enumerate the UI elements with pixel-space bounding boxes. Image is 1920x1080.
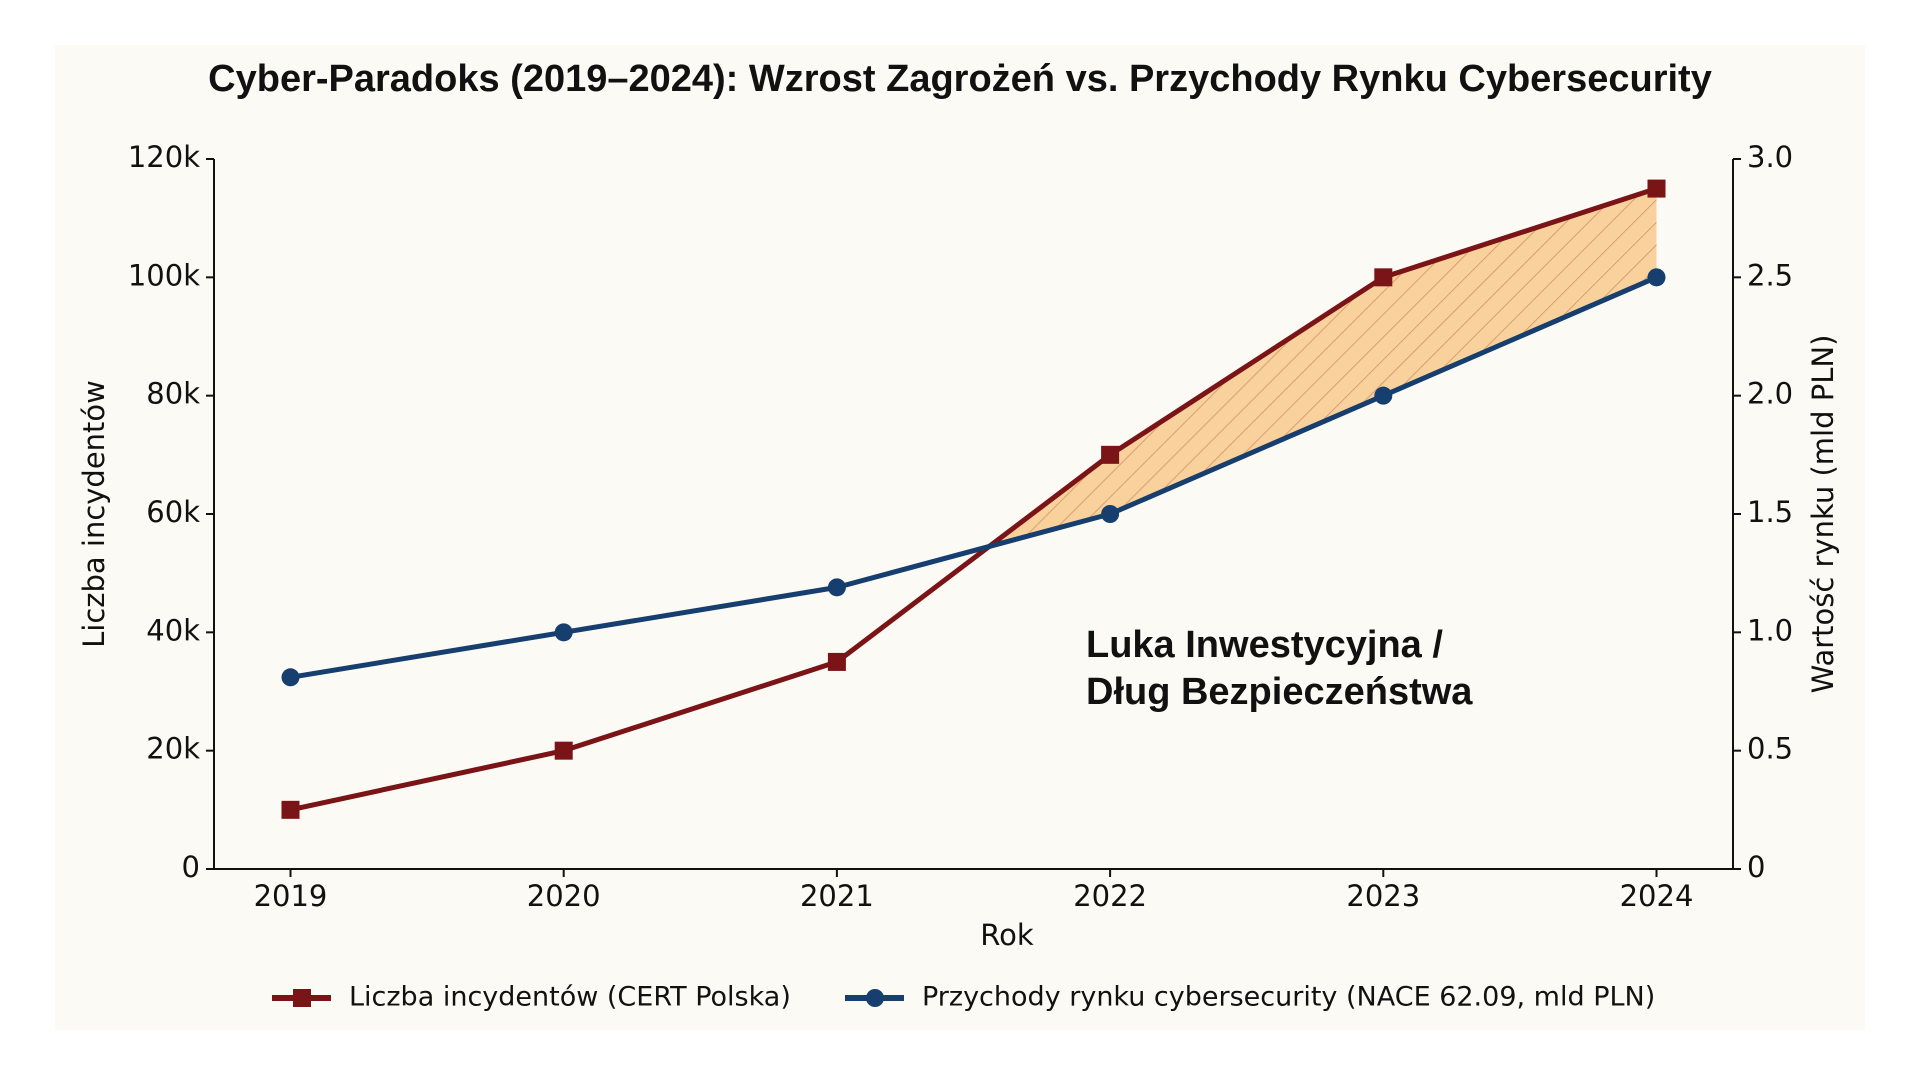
marker	[1647, 179, 1666, 198]
marker	[1101, 505, 1120, 523]
x-axis-label: Rok	[980, 918, 1034, 952]
y2-tick-label: 0	[1747, 850, 1765, 884]
y2-tick-label: 3.0	[1747, 140, 1793, 174]
marker	[554, 623, 573, 642]
y-axis-label: Liczba incydentów	[77, 380, 111, 648]
marker	[1647, 268, 1666, 287]
legend-marker	[293, 989, 311, 1007]
y-tick-label: 100k	[128, 258, 200, 292]
x-tick-label: 2022	[1073, 879, 1147, 913]
gap-hatch	[989, 188, 1657, 547]
x-tick-label: 2020	[527, 879, 601, 913]
y2-tick-label: 2.5	[1747, 258, 1793, 292]
y2-tick-label: 1.0	[1747, 613, 1793, 647]
marker	[554, 741, 573, 760]
y-tick-label: 60k	[146, 495, 200, 529]
marker	[1374, 386, 1393, 405]
x-tick-label: 2023	[1346, 879, 1420, 913]
y-tick-label: 120k	[128, 140, 200, 174]
marker	[827, 652, 846, 671]
y2-tick-label: 0.5	[1747, 732, 1793, 766]
legend-label: Przychody rynku cybersecurity (NACE 62.0…	[922, 982, 1655, 1013]
y-tick-label: 80k	[146, 377, 200, 411]
y2-tick-label: 1.5	[1747, 495, 1793, 529]
marker	[827, 578, 846, 597]
series-line	[289, 186, 1658, 813]
background	[55, 45, 1865, 1030]
series-line	[290, 275, 1658, 680]
chart-title: Cyber-Paradoks (2019–2024): Wzrost Zagro…	[208, 58, 1712, 100]
annotation: Luka Inwestycyjna /	[1086, 624, 1443, 666]
legend-label: Liczba incydentów (CERT Polska)	[349, 982, 791, 1013]
y-tick-label: 40k	[146, 613, 200, 647]
y2-axis-label: Wartość rynku (mld PLN)	[1806, 335, 1840, 694]
x-tick-label: 2024	[1620, 879, 1694, 913]
y-tick-label: 0	[182, 850, 200, 884]
x-tick-label: 2021	[800, 879, 874, 913]
marker	[1101, 445, 1120, 464]
marker	[281, 800, 300, 819]
y-tick-label: 20k	[146, 732, 200, 766]
y2-tick-label: 2.0	[1747, 377, 1793, 411]
marker	[1374, 268, 1393, 287]
marker	[281, 668, 300, 687]
legend-marker	[866, 989, 884, 1007]
annotation: Dług Bezpieczeństwa	[1086, 671, 1473, 713]
x-tick-label: 2019	[254, 879, 328, 913]
